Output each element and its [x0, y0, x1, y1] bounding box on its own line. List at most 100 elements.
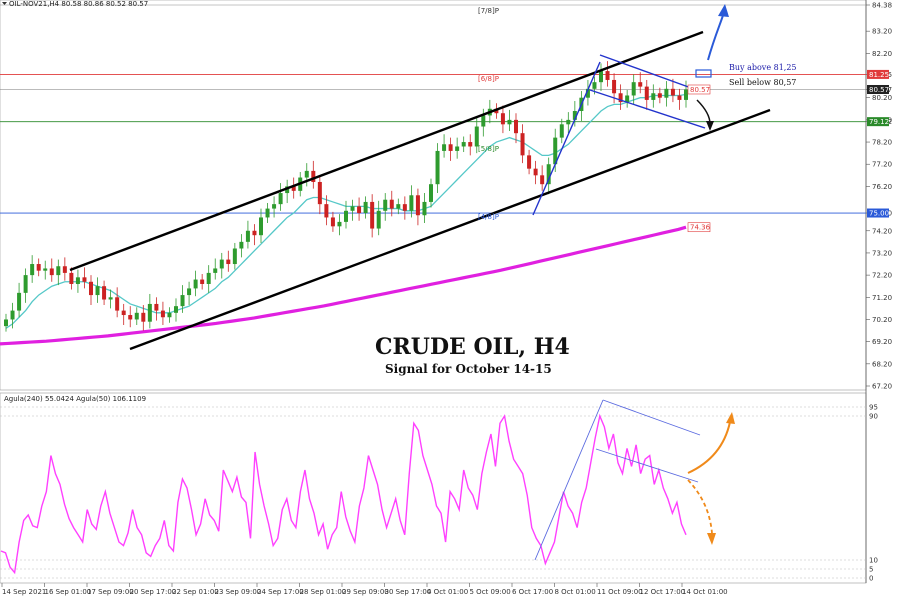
time-tick-label: 17 Sep 09:00	[87, 588, 134, 596]
candle-body	[657, 93, 662, 98]
candle-body	[429, 184, 433, 202]
murrey-label-7-8: [7/8]P	[478, 7, 499, 15]
candle-body	[226, 259, 231, 265]
time-tick-label: 23 Sep 09:00	[215, 588, 262, 596]
candle-body	[272, 204, 277, 209]
time-tick-label: 29 Sep 09:00	[342, 588, 389, 596]
time-tick-label: 14 Sep 2021	[2, 588, 46, 596]
candle-body	[102, 286, 107, 300]
candle-body	[631, 82, 636, 96]
price-tick-label: 71.20	[872, 294, 892, 302]
candle-body	[180, 295, 185, 307]
candle-body	[344, 210, 348, 222]
time-tick-label: 30 Sep 17:00	[385, 588, 432, 596]
murrey-label-4-8: [4/8]P	[478, 213, 499, 221]
candle-body	[481, 115, 486, 127]
ascending-channel	[69, 30, 771, 351]
murrey-label-6-8: [6/8]P	[478, 75, 499, 83]
time-tick-label: 24 Sep 17:00	[257, 588, 304, 596]
candle-body	[500, 113, 505, 125]
candle-body	[311, 170, 316, 182]
candle-body	[141, 312, 146, 322]
ma-tag-box	[687, 222, 711, 233]
price-tick-label: 78.20	[872, 139, 892, 147]
price-tick-label: 80.20	[872, 94, 892, 102]
candle-body	[599, 71, 603, 83]
candle-body	[206, 272, 211, 284]
candle-body	[36, 264, 41, 271]
candle-body	[317, 181, 322, 205]
osc-flag	[534, 399, 701, 561]
osc-line	[0, 413, 687, 575]
channel-upper-line	[69, 30, 704, 272]
candle-body	[625, 95, 630, 103]
level-tag: 79.12	[869, 118, 889, 126]
candle-body	[174, 306, 178, 313]
candle-body	[612, 79, 617, 94]
candle-body	[245, 230, 250, 242]
ma-slow-line	[0, 225, 687, 346]
level-tag-bg	[867, 84, 889, 94]
time-tick-label: 8 Oct 01:00	[555, 588, 596, 596]
time-tick-label: 6 Oct 17:00	[512, 588, 553, 596]
osc-tick-label: 90	[869, 413, 878, 421]
candle-body	[115, 297, 120, 311]
candle-body	[4, 319, 8, 327]
candle-body	[442, 144, 447, 151]
header-dropdown-icon[interactable]	[2, 2, 7, 5]
price-tick-label: 67.20	[872, 383, 892, 391]
price-tick-label: 70.20	[872, 316, 892, 324]
candle-body	[592, 82, 597, 89]
time-tick-label: 5 Oct 09:00	[470, 588, 511, 596]
candle-body	[572, 111, 577, 120]
time-tick-label: 16 Sep 01:00	[45, 588, 92, 596]
time-tick-label: 28 Sep 01:00	[300, 588, 347, 596]
candle-body	[363, 201, 368, 214]
level-tag: 80.57	[869, 86, 889, 94]
osc-flag-upper	[602, 399, 701, 436]
candle-body	[10, 310, 15, 320]
flag-lower-line	[589, 89, 706, 129]
price-tick-label: 72.20	[872, 272, 892, 280]
price-tick-label: 82.20	[872, 50, 892, 58]
osc-levels	[0, 406, 866, 579]
candle-body	[30, 264, 35, 276]
osc-down-arrow	[687, 479, 716, 545]
candle-body	[618, 93, 623, 103]
osc-tick-label: 0	[869, 575, 873, 583]
candle-body	[62, 266, 67, 273]
candle-body	[468, 142, 473, 147]
level-tag-bg	[867, 117, 889, 127]
candle-body	[435, 150, 440, 185]
candle-body	[278, 193, 283, 205]
time-tick-label: 4 Oct 01:00	[427, 588, 468, 596]
candle-body	[49, 268, 54, 276]
candle-body	[670, 88, 675, 96]
candle-body	[265, 208, 270, 218]
price-level-tags: 81.25 79.12 75.00 80.57 74.36 80.57	[687, 69, 889, 233]
channel-lower-line	[129, 108, 771, 351]
level-lines	[0, 4, 866, 214]
candle-body	[134, 312, 139, 320]
candle-body	[455, 146, 460, 151]
price-tick-label: 84.38	[872, 2, 892, 10]
osc-tick-label: 5	[869, 566, 873, 574]
candle-body	[128, 315, 133, 320]
candle-body	[664, 88, 669, 98]
candle-body	[644, 86, 649, 100]
time-tick-label: 12 Oct 17:00	[640, 588, 686, 596]
candle-body	[147, 303, 152, 322]
candle-body	[684, 89, 688, 100]
osc-tick-label: 95	[869, 404, 878, 412]
price-axis: 84.3883.2082.2081.2580.5780.2079.2079.12…	[866, 2, 892, 391]
candle-body	[330, 217, 335, 227]
candle-body	[546, 164, 551, 185]
candle-body	[507, 119, 512, 125]
candle-body	[520, 133, 525, 156]
price-tick-label: 83.20	[872, 28, 892, 36]
price-tick-label: 74.20	[872, 227, 892, 235]
up-arrow	[707, 4, 729, 61]
